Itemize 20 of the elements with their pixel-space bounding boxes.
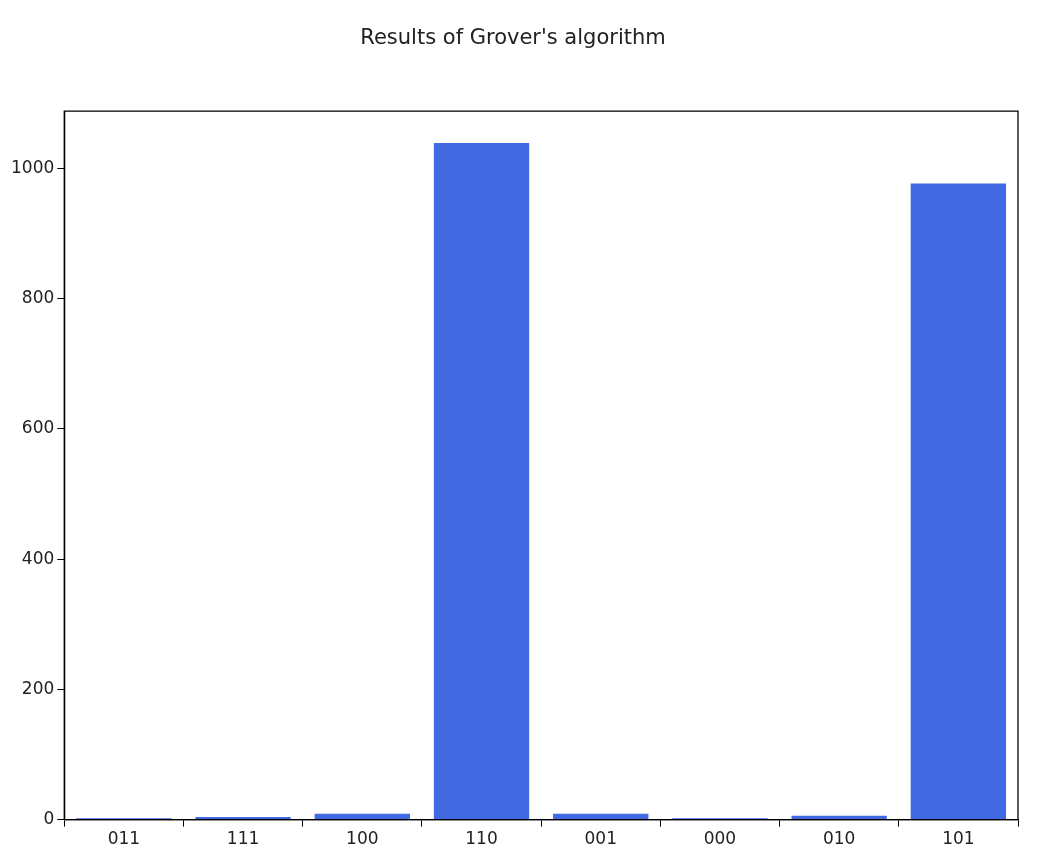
- x-tick-label: 110: [465, 828, 498, 849]
- chart-title: Results of Grover's algorithm: [360, 25, 666, 50]
- x-tick-label: 111: [226, 828, 260, 849]
- y-tick-label: 0: [43, 808, 55, 829]
- bar: [553, 813, 649, 820]
- y-tick-label: 400: [21, 547, 55, 568]
- y-tick-label: 200: [21, 677, 55, 698]
- x-tick-label: 011: [107, 828, 141, 849]
- x-tick-label: 101: [942, 828, 975, 849]
- x-tick-label: 000: [703, 828, 737, 849]
- y-tick-label: 800: [21, 287, 55, 308]
- y-tick-label: 600: [21, 417, 55, 438]
- x-tick-label: 010: [822, 828, 856, 849]
- bar: [433, 143, 530, 820]
- y-tick-label: 1000: [11, 156, 55, 177]
- bar: [314, 813, 410, 820]
- x-tick-label: 001: [584, 828, 617, 849]
- bar: [910, 183, 1007, 820]
- bar: [195, 817, 291, 820]
- x-tick-label: 100: [346, 828, 379, 849]
